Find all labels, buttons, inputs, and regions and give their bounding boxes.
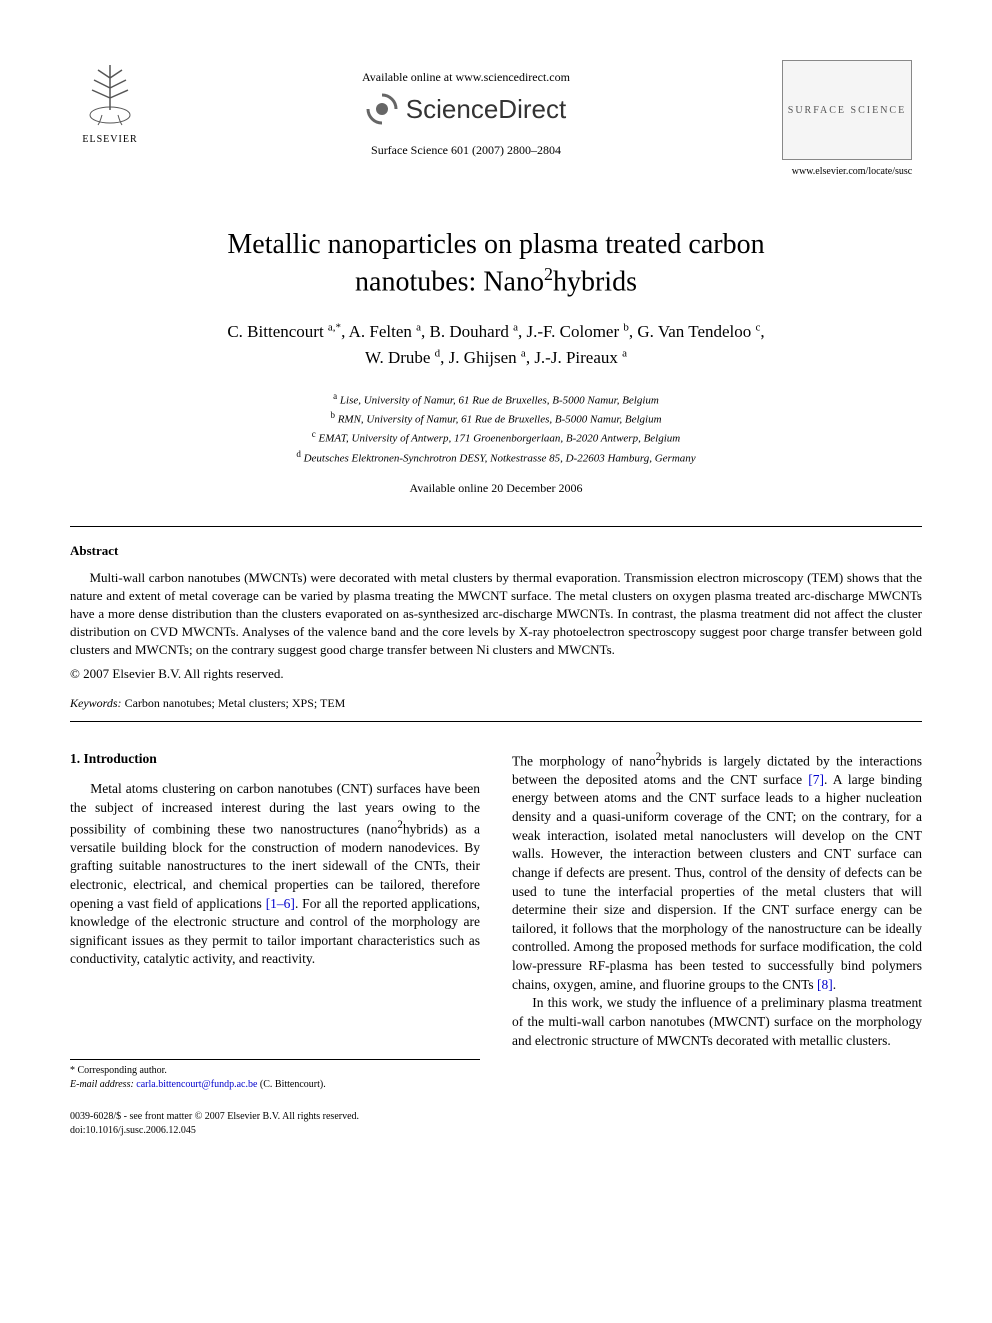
citation[interactable]: [7] [808,772,824,787]
intro-paragraph: Metal atoms clustering on carbon nanotub… [70,780,480,969]
available-online-text: Available online at www.sciencedirect.co… [150,70,782,85]
title-sup: 2 [544,264,553,284]
available-date: Available online 20 December 2006 [70,481,922,496]
publisher-name: ELSEVIER [70,134,150,145]
elsevier-tree-icon [80,60,140,130]
author: C. Bittencourt a,* [227,322,341,341]
journal-url: www.elsevier.com/locate/susc [782,166,922,177]
email-link[interactable]: carla.bittencourt@fundp.ac.be [136,1079,257,1090]
title-line1: Metallic nanoparticles on plasma treated… [227,229,764,260]
journal-header: ELSEVIER Available online at www.science… [70,60,922,177]
citation[interactable]: [8] [817,977,833,992]
journal-cover-box: SURFACE SCIENCE www.elsevier.com/locate/… [782,60,922,177]
intro-paragraph-2: In this work, we study the influence of … [512,994,922,1050]
title-line2-pre: nanotubes: Nano [355,267,544,298]
author: J. Ghijsen a [449,348,526,367]
body-columns: 1. Introduction Metal atoms clustering o… [70,750,922,1092]
title-block: Metallic nanoparticles on plasma treated… [70,227,922,370]
sciencedirect-text: ScienceDirect [406,94,566,125]
authors-line: C. Bittencourt a,*, A. Felten a, B. Douh… [70,319,922,370]
author: J.-J. Pireaux a [534,348,627,367]
abstract-text: Multi-wall carbon nanotubes (MWCNTs) wer… [70,569,922,660]
elsevier-logo: ELSEVIER [70,60,150,145]
keywords-text: Carbon nanotubes; Metal clusters; XPS; T… [125,696,346,710]
right-column: The morphology of nano2hybrids is largel… [512,750,922,1092]
abstract-paragraph: Multi-wall carbon nanotubes (MWCNTs) wer… [70,569,922,660]
sciencedirect-icon [366,93,398,125]
sciencedirect-brand: ScienceDirect [366,93,566,125]
citation[interactable]: [1–6] [266,896,295,911]
affiliation: c EMAT, University of Antwerp, 171 Groen… [70,428,922,447]
author: J.-F. Colomer b [527,322,629,341]
author: A. Felten a [349,322,421,341]
abstract-copyright: © 2007 Elsevier B.V. All rights reserved… [70,666,922,682]
email-line: E-mail address: carla.bittencourt@fundp.… [70,1078,480,1092]
footnote-block: * Corresponding author. E-mail address: … [70,1059,480,1092]
title-line2-post: hybrids [553,267,637,298]
front-matter-line: 0039-6028/$ - see front matter © 2007 El… [70,1110,922,1124]
author: G. Van Tendeloo c [637,322,760,341]
journal-reference: Surface Science 601 (2007) 2800–2804 [150,143,782,158]
affiliation: b RMN, University of Namur, 61 Rue de Br… [70,409,922,428]
affiliation: a Lise, University of Namur, 61 Rue de B… [70,390,922,409]
keywords-line: Keywords: Carbon nanotubes; Metal cluste… [70,696,922,711]
author: B. Douhard a [430,322,518,341]
affiliation: d Deutsches Elektronen-Synchrotron DESY,… [70,448,922,467]
center-header: Available online at www.sciencedirect.co… [150,60,782,158]
intro-paragraph-cont: The morphology of nano2hybrids is largel… [512,750,922,995]
footer: 0039-6028/$ - see front matter © 2007 El… [70,1110,922,1138]
journal-cover-label: SURFACE SCIENCE [782,60,912,160]
doi-line: doi:10.1016/j.susc.2006.12.045 [70,1124,922,1138]
article-title: Metallic nanoparticles on plasma treated… [70,227,922,301]
affiliations: a Lise, University of Namur, 61 Rue de B… [70,390,922,467]
abstract-heading: Abstract [70,543,922,559]
keywords-label: Keywords: [70,696,122,710]
left-column: 1. Introduction Metal atoms clustering o… [70,750,480,1092]
author: W. Drube d [365,348,440,367]
rule-top [70,526,922,527]
rule-bottom [70,721,922,722]
section-heading-intro: 1. Introduction [70,750,480,769]
corresponding-author: * Corresponding author. [70,1064,480,1078]
